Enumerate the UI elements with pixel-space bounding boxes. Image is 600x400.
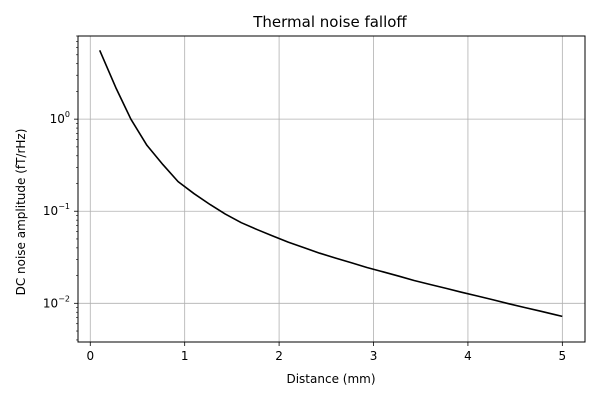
x-axis-ticks: 0 1 2 3 4 5: [86, 342, 566, 363]
grid: [78, 36, 585, 342]
y-tick-label: 10−1: [43, 202, 70, 218]
x-tick-label: 2: [275, 349, 283, 363]
x-tick-label: 5: [559, 349, 567, 363]
series-line: [98, 49, 563, 318]
x-tick-label: 0: [86, 349, 94, 363]
y-tick-label: 10−2: [43, 294, 70, 310]
plot-frame: [77, 35, 586, 343]
y-axis-label: DC noise amplitude (fT/rHz): [14, 129, 28, 296]
x-tick-label: 3: [370, 349, 378, 363]
y-tick-label: 100: [50, 110, 70, 126]
chart-title: Thermal noise falloff: [252, 13, 407, 31]
x-axis-label: Distance (mm): [286, 372, 375, 386]
y-axis-ticks: 10−2 10−1 100: [43, 35, 78, 341]
series-layer: [98, 49, 563, 318]
x-tick-label: 1: [181, 349, 189, 363]
x-tick-label: 4: [464, 349, 472, 363]
